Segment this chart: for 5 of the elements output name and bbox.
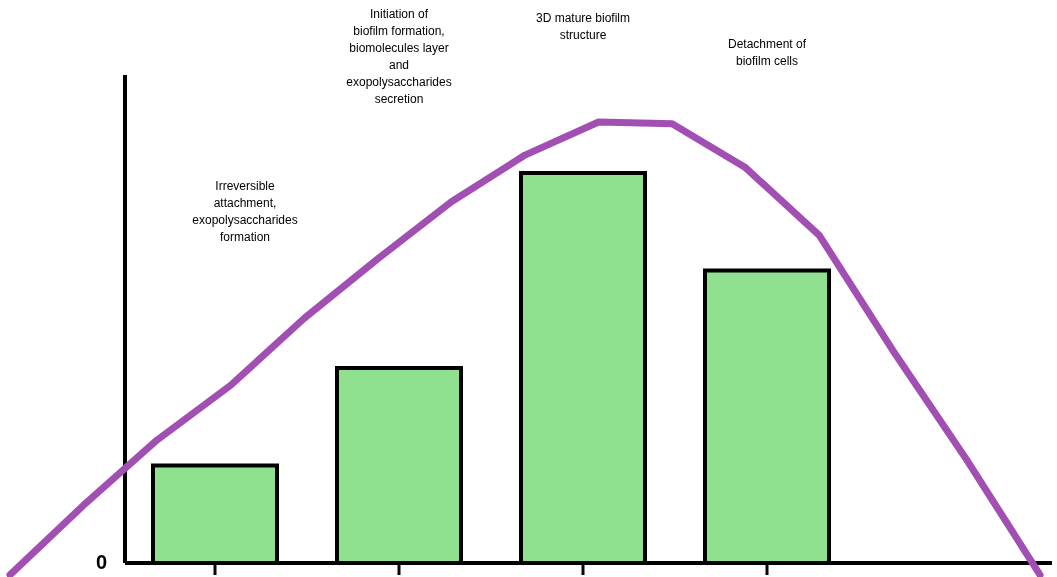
text: 3D mature biofilm structure [535, 11, 631, 42]
annotation: Irreversible attachment, exopolysaccharides formation [192, 179, 298, 244]
text: Initiation of biofilm formation, biomolecules layer and exopolysaccharides secretion [346, 7, 452, 106]
annotation: 0 [95, 551, 107, 573]
text: Detachment of biofilm cells [727, 37, 807, 68]
